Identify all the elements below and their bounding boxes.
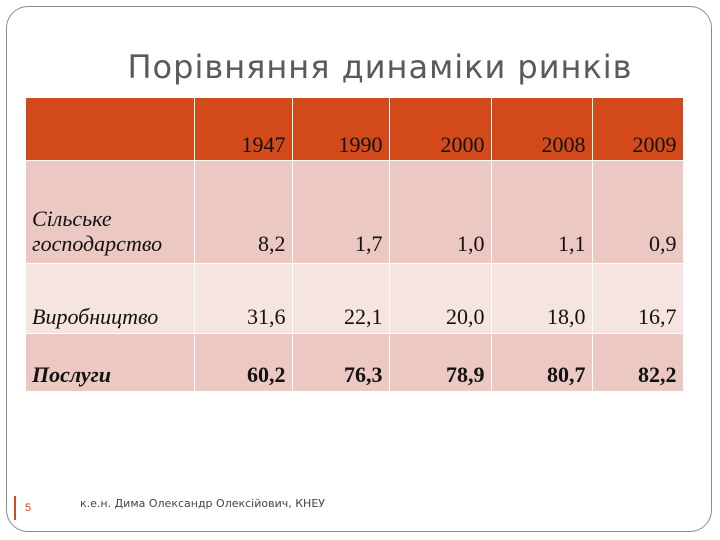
table-cell: 78,9 (389, 333, 492, 392)
year-header: 2009 (592, 98, 684, 161)
table-row: Сільське господарство 8,2 1,7 1,0 1,1 0,… (26, 160, 684, 264)
footer-author: к.е.н. Дима Олександр Олексійович, КНЕУ (80, 497, 325, 510)
table-cell: 0,9 (592, 160, 684, 264)
row-label-agriculture: Сільське господарство (26, 160, 195, 264)
table-cell: 16,7 (592, 263, 684, 334)
table-cell: 31,6 (194, 263, 293, 334)
table-cell: 76,3 (292, 333, 390, 392)
table-cell: 8,2 (194, 160, 293, 264)
table-cell: 18,0 (491, 263, 593, 334)
table-row: Виробництво 31,6 22,1 20,0 18,0 16,7 (26, 263, 684, 334)
year-header: 1990 (292, 98, 390, 161)
slide-frame (6, 6, 712, 532)
year-header: 1947 (194, 98, 293, 161)
table-row: Послуги 60,2 76,3 78,9 80,7 82,2 (26, 333, 684, 392)
table-cell: 22,1 (292, 263, 390, 334)
table-cell: 1,7 (292, 160, 390, 264)
slide-title: Порівняння динаміки ринків (127, 48, 633, 86)
slide-number: 5 (14, 496, 40, 520)
table-cell: 60,2 (194, 333, 293, 392)
table-header-row: 1947 1990 2000 2008 2009 (26, 98, 684, 161)
market-dynamics-table: 1947 1990 2000 2008 2009 Сільське господ… (26, 98, 684, 392)
row-label-services: Послуги (26, 333, 195, 392)
year-header: 2000 (389, 98, 492, 161)
table-cell: 1,0 (389, 160, 492, 264)
year-header: 2008 (491, 98, 593, 161)
row-label-manufacturing: Виробництво (26, 263, 195, 334)
table-cell: 20,0 (389, 263, 492, 334)
table-cell: 82,2 (592, 333, 684, 392)
table-cell: 80,7 (491, 333, 593, 392)
header-empty-cell (26, 98, 195, 161)
table-cell: 1,1 (491, 160, 593, 264)
